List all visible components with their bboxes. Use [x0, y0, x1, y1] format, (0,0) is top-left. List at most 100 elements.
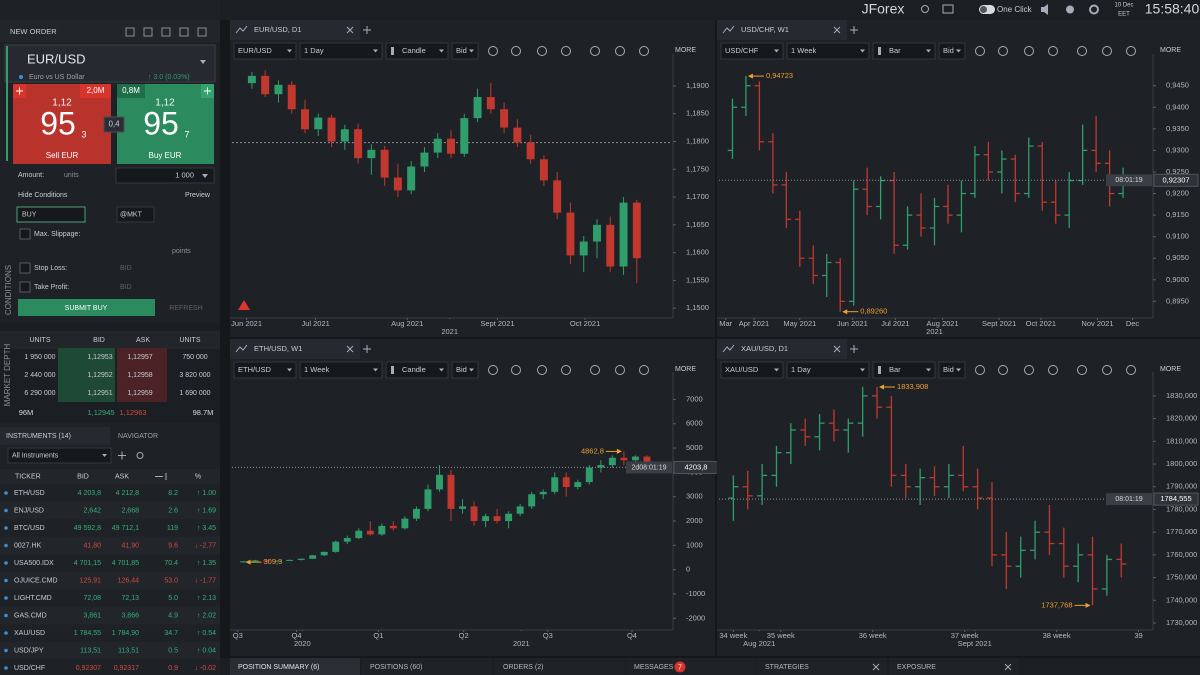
toolbar-more[interactable]: MORE: [1160, 47, 1181, 54]
toolbar-icon[interactable]: [975, 365, 985, 375]
toolbar-more[interactable]: MORE: [1160, 366, 1181, 373]
toolbar-icon[interactable]: [1126, 46, 1136, 56]
toolbar-more[interactable]: MORE: [675, 366, 696, 373]
bottom-tab-label[interactable]: POSITION SUMMARY (6): [238, 664, 319, 671]
checkbox[interactable]: [19, 228, 31, 240]
chart-tab[interactable]: [230, 339, 360, 359]
toggle-conditions[interactable]: Hide Conditions: [18, 192, 68, 199]
toolbar-select[interactable]: [451, 42, 479, 60]
checkbox[interactable]: [19, 281, 31, 293]
ticker[interactable]: 0027.HK: [14, 542, 42, 549]
toolbar-select[interactable]: [786, 42, 870, 60]
toolbar-icon[interactable]: [197, 27, 207, 37]
toolbar-icon[interactable]: [998, 365, 1008, 375]
toolbar-icon[interactable]: [639, 365, 649, 375]
toolbar-select[interactable]: [786, 361, 870, 379]
order-type-select[interactable]: [116, 206, 155, 223]
toolbar-icon[interactable]: [488, 365, 498, 375]
settings-icon[interactable]: [136, 452, 144, 459]
toolbar-icon[interactable]: [615, 365, 625, 375]
settings-icon[interactable]: [1089, 4, 1099, 15]
ticker[interactable]: USD/CHF: [14, 665, 45, 672]
toolbar-select[interactable]: [233, 42, 297, 60]
toolbar-select[interactable]: [872, 361, 936, 379]
ticker[interactable]: OJUICE.CMD: [14, 577, 58, 584]
toolbar-select[interactable]: [299, 361, 383, 379]
chart-tab[interactable]: [717, 339, 847, 359]
toolbar-select[interactable]: [451, 361, 479, 379]
ticker[interactable]: LIGHT.CMD: [14, 595, 52, 602]
instrument-selector[interactable]: [4, 44, 216, 83]
toolbar-icon[interactable]: [161, 27, 171, 37]
side-select[interactable]: [16, 206, 86, 223]
toolbar-icon[interactable]: [125, 27, 135, 37]
amount-input[interactable]: [115, 167, 215, 184]
toolbar-icon[interactable]: [975, 46, 985, 56]
bottom-tab-label[interactable]: EXPOSURE: [897, 664, 936, 671]
tab[interactable]: NAVIGATOR: [118, 433, 158, 440]
toolbar-icon[interactable]: [488, 46, 498, 56]
toolbar-icon[interactable]: [511, 46, 521, 56]
toolbar-icon[interactable]: [1102, 46, 1112, 56]
toolbar-icon[interactable]: [590, 365, 600, 375]
toolbar-icon[interactable]: [143, 27, 153, 37]
bottom-tab[interactable]: [362, 658, 492, 675]
toolbar-more[interactable]: MORE: [675, 47, 696, 54]
toolbar-icon[interactable]: [561, 365, 571, 375]
toolbar-icon[interactable]: [561, 46, 571, 56]
ticker[interactable]: ENJ/USD: [14, 507, 44, 514]
chart-tab[interactable]: [230, 20, 360, 40]
ticker[interactable]: BTC/USD: [14, 525, 45, 532]
toolbar-icon[interactable]: [1048, 46, 1058, 56]
filter-select[interactable]: [7, 447, 112, 464]
submit-button[interactable]: [18, 299, 155, 316]
toolbar-icon[interactable]: [179, 27, 189, 37]
toolbar-select[interactable]: [720, 361, 784, 379]
bottom-tab[interactable]: [230, 658, 360, 675]
toolbar-select[interactable]: [299, 42, 383, 60]
toolbar-icon[interactable]: [615, 46, 625, 56]
refresh[interactable]: REFRESH: [169, 305, 202, 312]
sound-icon[interactable]: [1041, 4, 1048, 15]
bottom-tab-label[interactable]: POSITIONS (60): [370, 664, 423, 671]
toolbar-icon[interactable]: [537, 46, 547, 56]
toolbar-select[interactable]: [385, 361, 449, 379]
toolbar-select[interactable]: [872, 42, 936, 60]
toolbar-icon[interactable]: [639, 46, 649, 56]
bottom-tab[interactable]: [626, 658, 756, 675]
toolbar-icon[interactable]: [1077, 365, 1087, 375]
theme-icon[interactable]: [1066, 5, 1074, 14]
toolbar-icon[interactable]: [998, 46, 1008, 56]
checkbox[interactable]: [19, 262, 31, 274]
ticker[interactable]: GAS.CMD: [14, 612, 47, 619]
toolbar-select[interactable]: [938, 361, 966, 379]
bottom-tab-label[interactable]: STRATEGIES: [765, 664, 809, 671]
bottom-tab[interactable]: [495, 658, 625, 675]
chart-tab[interactable]: [717, 20, 847, 40]
toolbar-select[interactable]: [233, 361, 297, 379]
toolbar-icon[interactable]: [1024, 365, 1034, 375]
ticker[interactable]: USA500.IDX: [14, 560, 54, 567]
toolbar-select[interactable]: [720, 42, 784, 60]
ticker[interactable]: ETH/USD: [14, 490, 45, 497]
bottom-tab[interactable]: [757, 658, 887, 675]
submit-label[interactable]: SUBMIT BUY: [65, 305, 108, 312]
bottom-tab-label[interactable]: MESSAGES: [634, 664, 674, 671]
toolbar-icon[interactable]: [1048, 365, 1058, 375]
toolbar-icon[interactable]: [1024, 46, 1034, 56]
toolbar-select[interactable]: [938, 42, 966, 60]
ticker[interactable]: XAU/USD: [14, 630, 45, 637]
one-click[interactable]: One Click: [997, 5, 1033, 14]
toolbar-icon[interactable]: [1102, 365, 1112, 375]
preview[interactable]: Preview: [185, 192, 211, 199]
warning-icon[interactable]: [238, 300, 250, 310]
bottom-tab[interactable]: [889, 658, 1019, 675]
bottom-tab-label[interactable]: ORDERS (2): [503, 664, 543, 671]
toolbar-icon[interactable]: [537, 365, 547, 375]
tab[interactable]: INSTRUMENTS (14): [6, 433, 71, 440]
toolbar-icon[interactable]: [1126, 365, 1136, 375]
toolbar-icon[interactable]: [511, 365, 521, 375]
toolbar-select[interactable]: [385, 42, 449, 60]
toolbar-icon[interactable]: [590, 46, 600, 56]
toolbar-icon[interactable]: [1077, 46, 1087, 56]
